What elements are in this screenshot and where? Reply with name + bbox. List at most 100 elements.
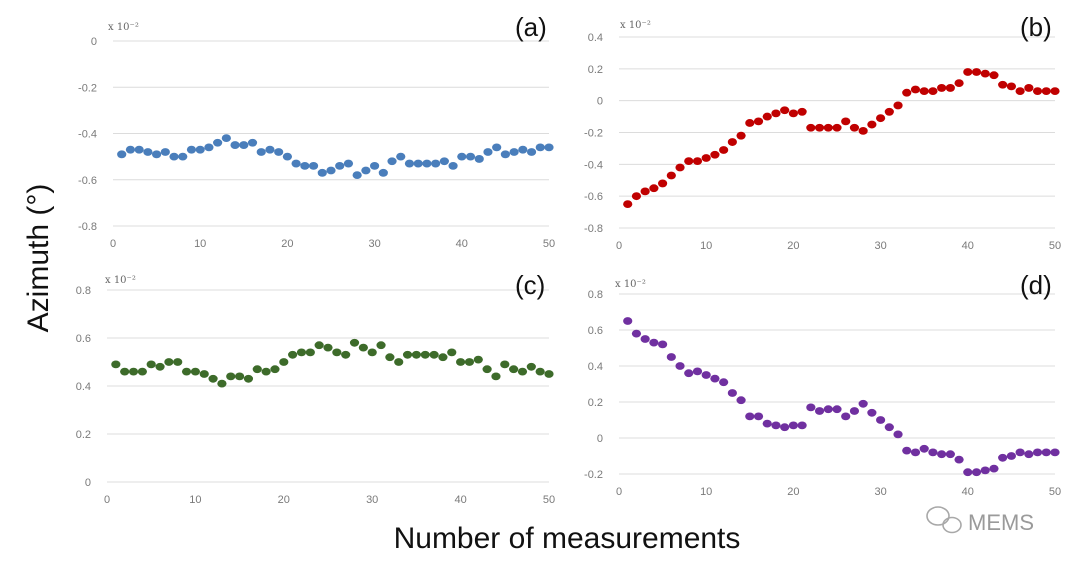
data-point [623,200,633,209]
data-point [736,396,746,405]
data-point [199,370,209,378]
data-point [125,145,136,154]
data-point [849,123,860,132]
data-point [876,114,886,123]
y-tick-label: 0 [91,36,97,48]
x-tick-label: 40 [454,494,466,506]
data-point [1032,448,1043,457]
x-tick-label: 20 [787,240,799,252]
data-point [971,68,982,76]
data-point [323,343,333,352]
data-point [745,412,755,421]
data-point [482,365,492,374]
data-point [247,138,258,147]
data-point [349,338,360,347]
y-tick-label: -0.8 [584,223,603,235]
data-point [279,358,289,366]
data-point [448,161,458,170]
data-point [387,157,397,166]
data-point [431,159,441,168]
data-point [971,468,982,477]
x-tick-label: 30 [874,240,886,252]
x-tick-label: 0 [110,238,116,250]
data-point [134,145,144,154]
x-tick-label: 20 [787,486,799,498]
data-point [394,358,404,366]
wechat-icon [926,506,962,534]
y-tick-label: -0.2 [78,82,97,94]
scale-note: x 10⁻² [108,22,139,33]
x-tick-label: 50 [543,238,555,250]
data-point [456,358,466,366]
data-point [753,117,764,126]
panel-label: (b) [1020,12,1052,42]
data-point [797,421,807,430]
data-point [457,152,467,161]
data-point [623,317,633,325]
data-point [701,371,711,379]
data-point [500,150,510,159]
data-point [867,120,877,129]
data-point [274,148,284,156]
x-tick-label: 10 [700,486,712,498]
data-point [190,367,200,376]
data-point [666,171,676,180]
data-point [1015,87,1025,96]
x-tick-label: 30 [366,494,378,506]
data-point [1050,448,1060,457]
data-point [684,157,694,166]
data-point [902,446,912,455]
data-point [544,143,554,152]
data-point [841,117,851,126]
data-point [256,148,266,156]
scale-note: x 10⁻² [105,275,136,286]
data-point [1024,450,1034,459]
data-point [910,448,921,457]
data-point [152,150,162,159]
data-point [265,145,275,154]
data-point [980,69,990,78]
y-tick-label: 0.4 [76,381,91,393]
data-point [535,367,545,376]
data-point [447,348,457,357]
x-tick-label: 10 [194,238,206,250]
data-point [343,159,354,168]
data-point [358,343,368,352]
watermark-text: MEMS [968,510,1034,535]
data-point [902,88,912,97]
y-tick-label: 0.2 [588,397,603,409]
data-point [1015,448,1025,457]
data-point [438,353,448,362]
data-point [376,341,386,350]
data-point [684,369,694,378]
data-point [1032,87,1043,96]
data-point [178,152,188,161]
y-tick-label: 0.4 [588,361,603,373]
x-tick-label: 50 [1049,240,1061,252]
y-tick-label: 0 [85,477,91,489]
y-tick-label: -0.6 [584,191,603,203]
data-point [675,163,685,172]
data-point [204,143,214,152]
data-point [876,416,886,424]
data-point [221,134,231,143]
data-point [500,360,510,369]
data-point [649,338,659,347]
data-point [631,329,642,338]
data-point [120,367,130,376]
data-point [332,348,342,357]
x-tick-label: 30 [368,238,380,250]
data-point [928,448,938,457]
x-tick-label: 20 [281,238,293,250]
data-point [243,374,254,383]
data-point [788,109,799,118]
data-point [945,84,955,92]
data-point [814,123,825,132]
y-tick-label: -0.4 [584,159,603,171]
data-point [429,350,439,359]
y-tick-label: 0.4 [588,32,603,44]
data-point [230,141,240,149]
y-tick-label: 0.6 [76,333,91,345]
data-point [352,171,362,180]
data-point [341,350,351,359]
